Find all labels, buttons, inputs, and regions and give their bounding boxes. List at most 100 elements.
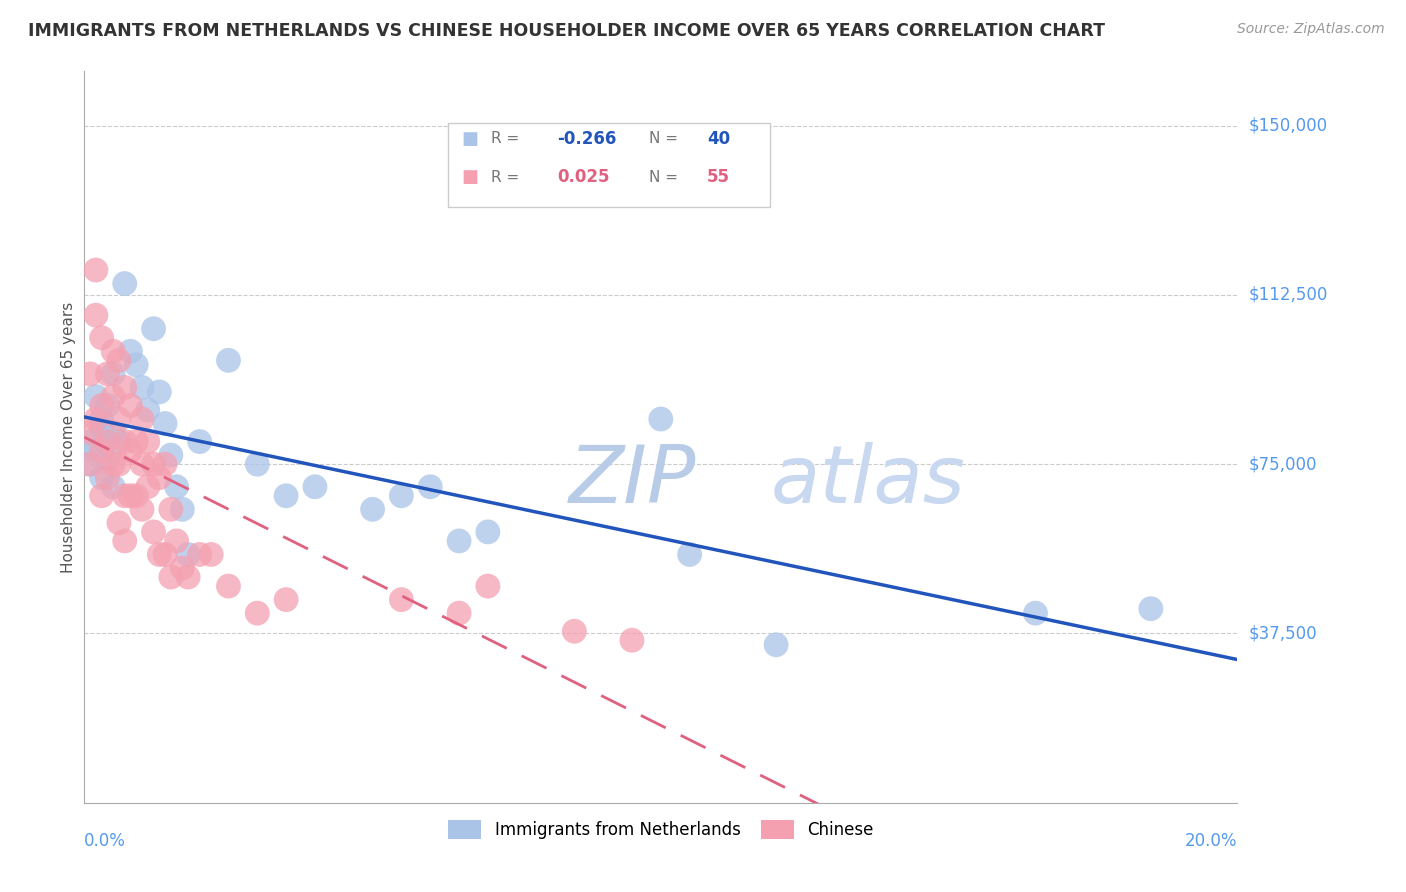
Point [153,457,176,471]
Point [177,548,200,562]
Point [79,434,101,449]
Point [90,443,112,458]
Text: 40: 40 [707,129,730,148]
Point [391,489,413,503]
Text: ■: ■ [461,129,478,148]
Point [1140,601,1163,615]
Point [148,548,170,562]
Point [142,322,165,336]
Point [477,579,499,593]
Point [153,548,176,562]
Point [103,389,124,403]
Text: 0.025: 0.025 [557,169,610,186]
Text: 55: 55 [707,169,730,186]
Text: $75,000: $75,000 [1249,455,1317,473]
Point [419,480,441,494]
Point [166,533,188,548]
Point [90,331,112,345]
Point [125,434,148,449]
Point [79,457,101,471]
Point [114,380,136,394]
Point [153,417,176,431]
Point [246,457,269,471]
Point [120,344,142,359]
Text: R =: R = [491,131,524,146]
Point [131,457,153,471]
Point [108,516,131,530]
Point [564,624,586,639]
Point [449,606,471,620]
Point [188,548,211,562]
FancyBboxPatch shape [447,122,770,207]
Point [449,533,471,548]
Point [125,489,148,503]
Point [621,633,644,648]
Point [90,421,112,435]
Point [114,489,136,503]
Point [177,570,200,584]
Point [114,533,136,548]
Point [103,480,124,494]
Point [103,344,124,359]
Point [103,425,124,440]
Point [246,606,269,620]
Text: IMMIGRANTS FROM NETHERLANDS VS CHINESE HOUSEHOLDER INCOME OVER 65 YEARS CORRELAT: IMMIGRANTS FROM NETHERLANDS VS CHINESE H… [28,22,1105,40]
Point [136,434,159,449]
Point [136,480,159,494]
Point [84,412,107,426]
Point [96,471,118,485]
Point [125,358,148,372]
Text: 20.0%: 20.0% [1185,832,1237,850]
Point [166,480,188,494]
Point [84,389,107,403]
Text: $37,500: $37,500 [1249,624,1317,642]
Point [200,548,222,562]
Text: atlas: atlas [770,442,965,520]
Point [96,399,118,413]
Point [765,638,787,652]
Point [276,489,298,503]
Point [114,277,136,291]
Point [148,384,170,399]
Point [218,353,240,368]
Point [276,592,298,607]
Text: N =: N = [650,131,683,146]
Point [90,489,112,503]
Point [120,489,142,503]
Text: $150,000: $150,000 [1249,117,1327,135]
Point [160,570,183,584]
Point [96,367,118,381]
Point [148,471,170,485]
Point [1025,606,1047,620]
Point [120,443,142,458]
Text: -0.266: -0.266 [557,129,616,148]
Legend: Immigrants from Netherlands, Chinese: Immigrants from Netherlands, Chinese [441,814,880,846]
Point [79,425,101,440]
Text: R =: R = [491,169,524,185]
Text: ZIP: ZIP [568,442,696,520]
Text: N =: N = [650,169,683,185]
Point [79,367,101,381]
Point [84,443,107,458]
Point [142,524,165,539]
Point [477,524,499,539]
Text: $112,500: $112,500 [1249,285,1327,304]
Point [96,434,118,449]
Point [108,457,131,471]
Text: ■: ■ [461,169,478,186]
Point [90,471,112,485]
Point [188,434,211,449]
Point [218,579,240,593]
Text: Source: ZipAtlas.com: Source: ZipAtlas.com [1237,22,1385,37]
Point [96,452,118,467]
Point [172,561,194,575]
Point [160,502,183,516]
Point [108,434,131,449]
Point [103,367,124,381]
Point [131,380,153,394]
Point [304,480,326,494]
Point [142,457,165,471]
Point [84,263,107,277]
Point [90,412,112,426]
Point [103,457,124,471]
